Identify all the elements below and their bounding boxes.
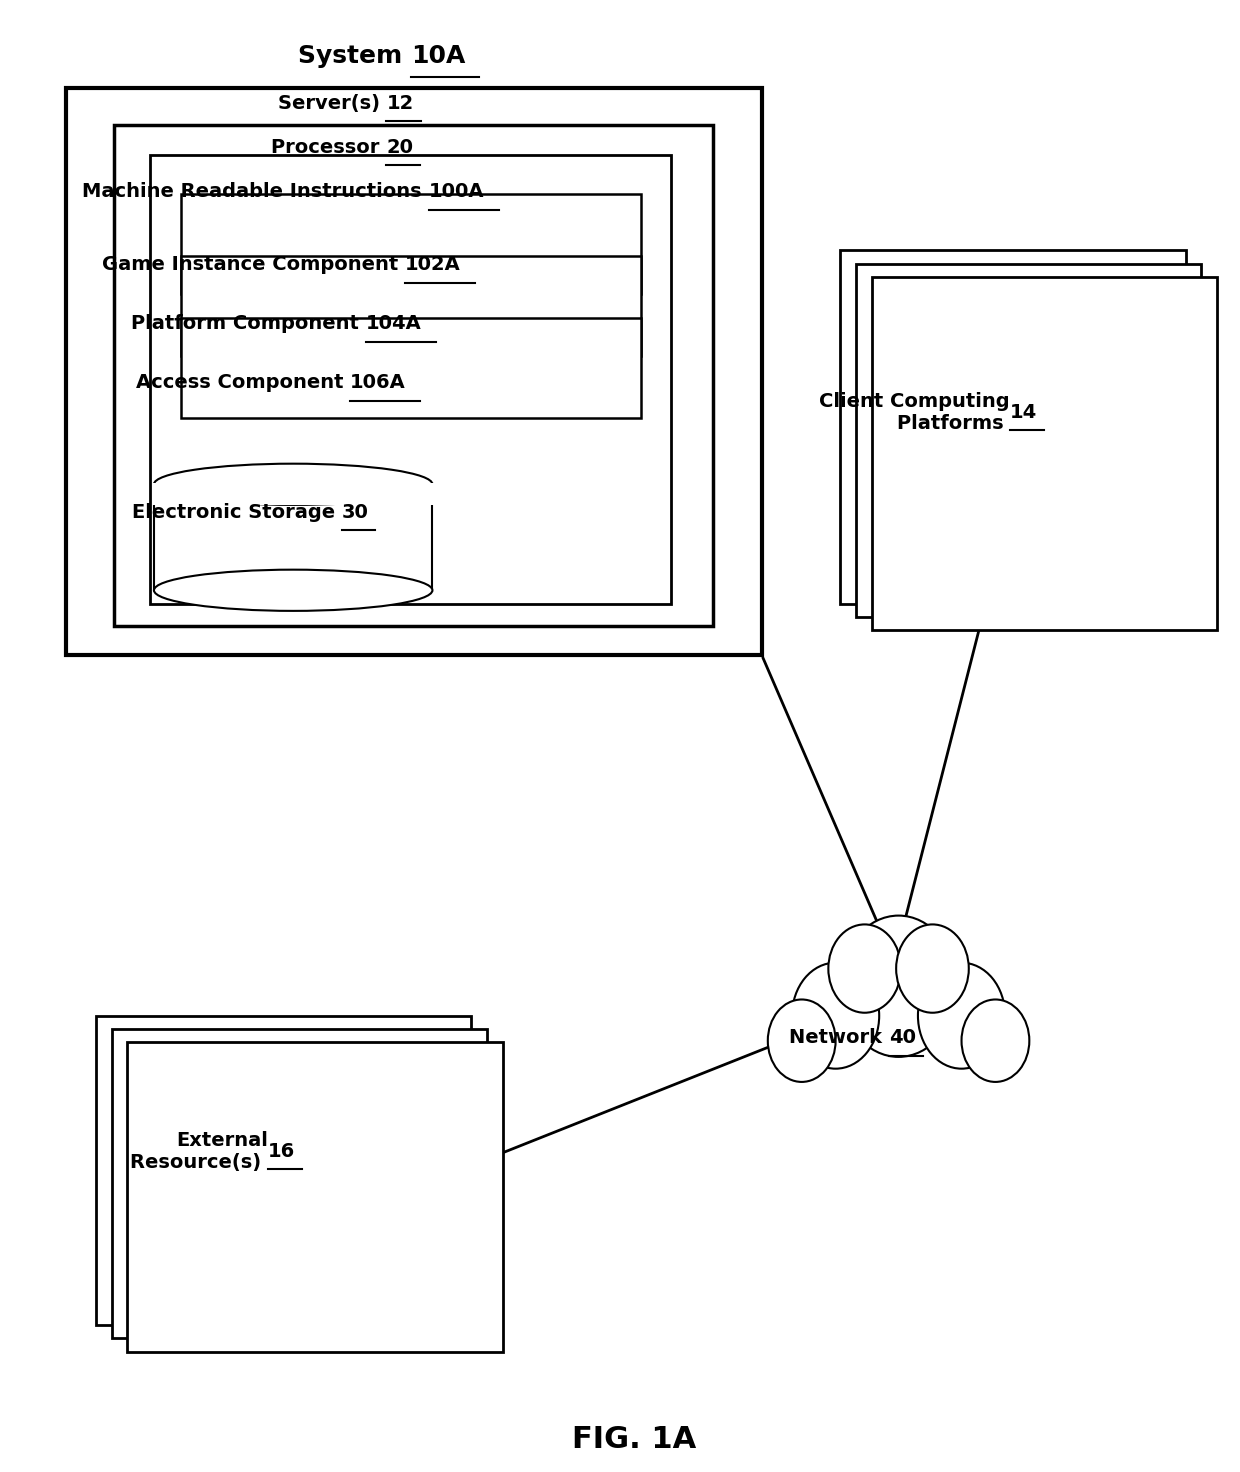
Text: 40: 40 [889,1029,916,1047]
Circle shape [918,963,1006,1069]
Text: Processor: Processor [272,138,387,156]
Bar [841,250,1185,604]
Text: 12: 12 [387,94,414,112]
Bar [872,277,1216,630]
Text: FIG. 1A: FIG. 1A [573,1425,697,1454]
Text: 100A: 100A [429,183,485,200]
Text: Network: Network [789,1029,889,1047]
Text: System: System [298,44,410,68]
Text: 10A: 10A [410,44,465,68]
Bar [154,484,433,590]
Bar [856,263,1202,617]
Bar [114,125,713,626]
Circle shape [792,963,879,1069]
Circle shape [828,924,901,1013]
Text: 30: 30 [341,503,368,521]
Bar [151,483,435,505]
Text: 102A: 102A [404,256,460,274]
Text: 106A: 106A [350,374,405,392]
Text: Electronic Storage: Electronic Storage [131,503,341,521]
Ellipse shape [154,464,433,505]
Circle shape [841,916,957,1057]
Circle shape [897,924,968,1013]
Circle shape [768,999,836,1082]
Circle shape [961,999,1029,1082]
Text: External
Resource(s): External Resource(s) [130,1130,268,1172]
Text: Access Component: Access Component [136,374,350,392]
Bar [150,155,671,604]
Ellipse shape [154,570,433,611]
Text: Game Instance Component: Game Instance Component [102,256,404,274]
Bar [181,318,641,418]
Text: Platform Component: Platform Component [131,315,366,333]
Text: 16: 16 [268,1142,295,1160]
Bar [181,194,641,294]
Text: Machine Readable Instructions: Machine Readable Instructions [82,183,429,200]
Text: 104A: 104A [366,315,422,333]
Text: Server(s): Server(s) [278,94,387,112]
Text: Client Computing
Platforms: Client Computing Platforms [820,392,1009,433]
Bar [128,1042,502,1351]
Bar [66,88,761,655]
Bar [181,256,641,356]
Bar [790,1019,1008,1075]
Text: 14: 14 [1009,403,1037,421]
Text: 20: 20 [387,138,413,156]
Bar [95,1016,471,1325]
Bar [112,1029,487,1338]
